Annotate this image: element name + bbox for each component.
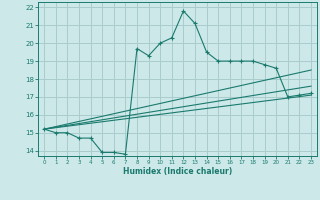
X-axis label: Humidex (Indice chaleur): Humidex (Indice chaleur): [123, 167, 232, 176]
